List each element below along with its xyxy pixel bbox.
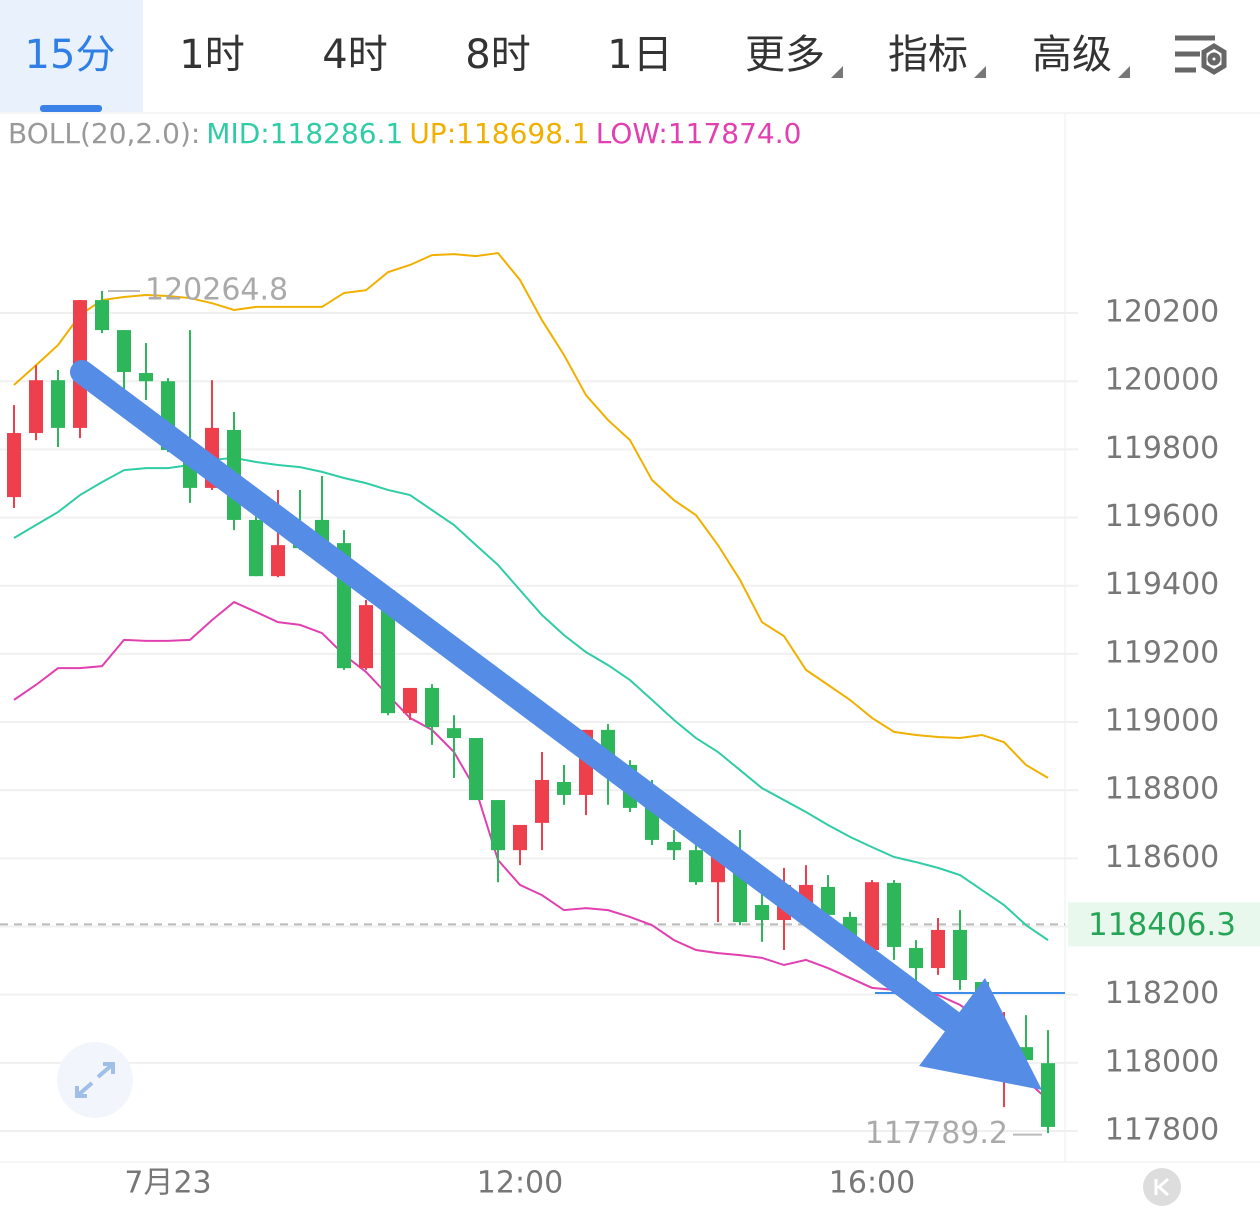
y-tick-label: 118800 bbox=[1105, 772, 1220, 807]
y-tick-label: 118000 bbox=[1105, 1044, 1220, 1079]
candle-body bbox=[557, 782, 571, 795]
expand-icon bbox=[75, 1062, 115, 1098]
x-tick-label: 12:00 bbox=[477, 1166, 563, 1201]
y-tick-label: 119400 bbox=[1105, 567, 1220, 602]
candle-body bbox=[689, 850, 703, 883]
candle-body bbox=[1041, 1063, 1055, 1127]
candle-body bbox=[469, 738, 483, 801]
y-tick-label: 120000 bbox=[1105, 363, 1220, 398]
arrow-head bbox=[919, 978, 1042, 1090]
candle-body bbox=[865, 882, 879, 951]
y-tick-label: 119600 bbox=[1105, 499, 1220, 534]
boll-line bbox=[13, 600, 1049, 1101]
candle-body bbox=[29, 380, 43, 434]
filter-icon[interactable] bbox=[1175, 35, 1227, 75]
candle-body bbox=[139, 373, 153, 382]
legend-entry: MID:118286.1 bbox=[206, 117, 403, 150]
last-price-label: 118406.3 bbox=[1088, 907, 1236, 943]
last-price-box bbox=[1068, 902, 1260, 947]
tab[interactable]: 更多 bbox=[745, 32, 825, 78]
x-tick-label: 16:00 bbox=[829, 1166, 915, 1201]
icon-path bbox=[75, 1081, 94, 1098]
y-tick-label: 119800 bbox=[1105, 431, 1220, 466]
x-tick-label: 7月23 bbox=[124, 1166, 211, 1201]
dropdown-caret bbox=[1118, 66, 1130, 78]
candle-body bbox=[271, 545, 285, 577]
candle-body bbox=[887, 882, 901, 947]
dropdown-caret bbox=[831, 66, 843, 78]
icon-path bbox=[1154, 1177, 1169, 1197]
candle-body bbox=[359, 605, 373, 669]
low-label: 117789.2 bbox=[865, 1116, 1008, 1151]
dropdown-caret bbox=[974, 66, 986, 78]
tab[interactable]: 8时 bbox=[465, 32, 530, 78]
boll-line bbox=[13, 252, 1049, 779]
icon-hex bbox=[1201, 43, 1227, 75]
tab[interactable]: 1日 bbox=[607, 32, 672, 78]
expand-button[interactable] bbox=[57, 1042, 133, 1118]
trend-arrow bbox=[70, 360, 1042, 1090]
candle-body bbox=[491, 800, 505, 851]
candle-body bbox=[425, 687, 439, 728]
candle-body bbox=[249, 519, 263, 577]
candle-body bbox=[953, 929, 967, 981]
y-tick-label: 120200 bbox=[1105, 295, 1220, 330]
candle-body bbox=[95, 300, 109, 331]
candle-body bbox=[447, 728, 461, 739]
icon-dot bbox=[1207, 52, 1221, 66]
candle-body bbox=[909, 947, 923, 969]
indicator-name: BOLL(20,2.0): bbox=[8, 117, 200, 150]
tab[interactable]: 4时 bbox=[322, 32, 387, 78]
candle-body bbox=[381, 590, 395, 714]
tab[interactable]: 1时 bbox=[179, 32, 244, 78]
icon-path bbox=[96, 1062, 115, 1079]
y-tick-label: 119000 bbox=[1105, 704, 1220, 739]
arrow-shaft bbox=[70, 360, 967, 1036]
candle-body bbox=[535, 779, 549, 823]
candle-body bbox=[403, 687, 417, 714]
legend-entry: LOW:117874.0 bbox=[596, 117, 802, 150]
tab[interactable]: 高级 bbox=[1032, 32, 1112, 78]
tab[interactable]: 指标 bbox=[888, 32, 968, 78]
y-tick-label: 119200 bbox=[1105, 635, 1220, 670]
tab[interactable]: 15分 bbox=[25, 32, 116, 78]
candle-body bbox=[931, 929, 945, 969]
candle-body bbox=[51, 380, 65, 428]
indicator-legend: BOLL(20,2.0): MID:118286.1 UP:118698.1 LOW:… bbox=[8, 117, 801, 150]
candle-body bbox=[755, 905, 769, 921]
high-label: 120264.8 bbox=[145, 272, 288, 307]
y-tick-label: 118200 bbox=[1105, 976, 1220, 1011]
candle-body bbox=[513, 824, 527, 851]
tab-active-bg bbox=[0, 0, 143, 112]
legend-entry: UP:118698.1 bbox=[409, 117, 589, 150]
candle-body bbox=[821, 886, 835, 915]
tab-indicator bbox=[40, 105, 102, 112]
candle-body bbox=[117, 330, 131, 373]
candle-body bbox=[7, 433, 21, 498]
scroll-end-button[interactable] bbox=[1143, 1168, 1181, 1206]
y-tick-label: 117800 bbox=[1105, 1112, 1220, 1147]
candle-body bbox=[667, 841, 681, 851]
y-tick-label: 118600 bbox=[1105, 840, 1220, 875]
